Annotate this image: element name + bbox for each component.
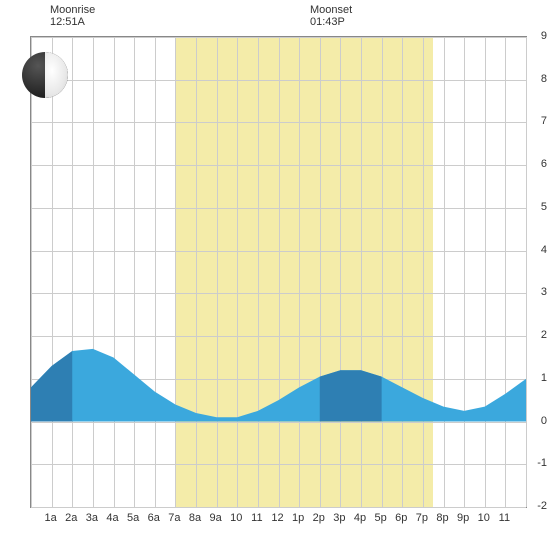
- x-tick-label: 11: [494, 512, 514, 546]
- moon-phase-icon: [22, 52, 68, 98]
- moonrise-time: 12:51A: [50, 16, 95, 28]
- y-tick-label: 1: [529, 372, 547, 384]
- tide-area-series: [31, 37, 526, 507]
- grid-line-h: [31, 507, 526, 508]
- x-tick-label: 10: [474, 512, 494, 546]
- x-tick-label: 12: [268, 512, 288, 546]
- x-tick-label: 3p: [329, 512, 349, 546]
- x-tick-label: 7p: [412, 512, 432, 546]
- x-tick-label: 1a: [41, 512, 61, 546]
- tide-fill-dark: [320, 370, 382, 421]
- x-tick-label: 3a: [82, 512, 102, 546]
- x-tick-label: 11: [247, 512, 267, 546]
- x-tick-label: 10: [226, 512, 246, 546]
- y-tick-label: -2: [529, 500, 547, 512]
- x-tick-label: 9a: [206, 512, 226, 546]
- x-tick-label: 2a: [61, 512, 81, 546]
- y-tick-label: 0: [529, 415, 547, 427]
- y-tick-label: 4: [529, 244, 547, 256]
- y-tick-label: 7: [529, 115, 547, 127]
- x-tick-label: 6p: [391, 512, 411, 546]
- moonrise-label: Moonrise: [50, 4, 95, 16]
- x-tick-label: 8p: [433, 512, 453, 546]
- x-tick-label: 9p: [453, 512, 473, 546]
- y-tick-label: 9: [529, 30, 547, 42]
- x-tick-label: 4p: [350, 512, 370, 546]
- x-tick-label: 1p: [288, 512, 308, 546]
- y-tick-label: 6: [529, 158, 547, 170]
- x-tick-label: 7a: [164, 512, 184, 546]
- grid-line-v: [526, 37, 527, 507]
- chart-plot-area: [30, 36, 527, 508]
- moonset-label: Moonset: [310, 4, 352, 16]
- tide-chart-container: Moonrise 12:51A Moonset 01:43P -2-101234…: [0, 0, 550, 550]
- tide-fill-dark: [31, 351, 72, 422]
- moonset-block: Moonset 01:43P: [310, 4, 352, 28]
- x-tick-label: 4a: [103, 512, 123, 546]
- x-tick-label: 5a: [123, 512, 143, 546]
- y-tick-label: -1: [529, 457, 547, 469]
- x-tick-label: 5p: [371, 512, 391, 546]
- x-tick-label: 2p: [309, 512, 329, 546]
- y-tick-label: 2: [529, 329, 547, 341]
- moonrise-block: Moonrise 12:51A: [50, 4, 95, 28]
- moonset-time: 01:43P: [310, 16, 352, 28]
- tide-fill-light: [31, 349, 526, 422]
- x-tick-label: 8a: [185, 512, 205, 546]
- y-tick-label: 3: [529, 286, 547, 298]
- y-tick-label: 5: [529, 201, 547, 213]
- x-tick-label: 6a: [144, 512, 164, 546]
- y-tick-label: 8: [529, 73, 547, 85]
